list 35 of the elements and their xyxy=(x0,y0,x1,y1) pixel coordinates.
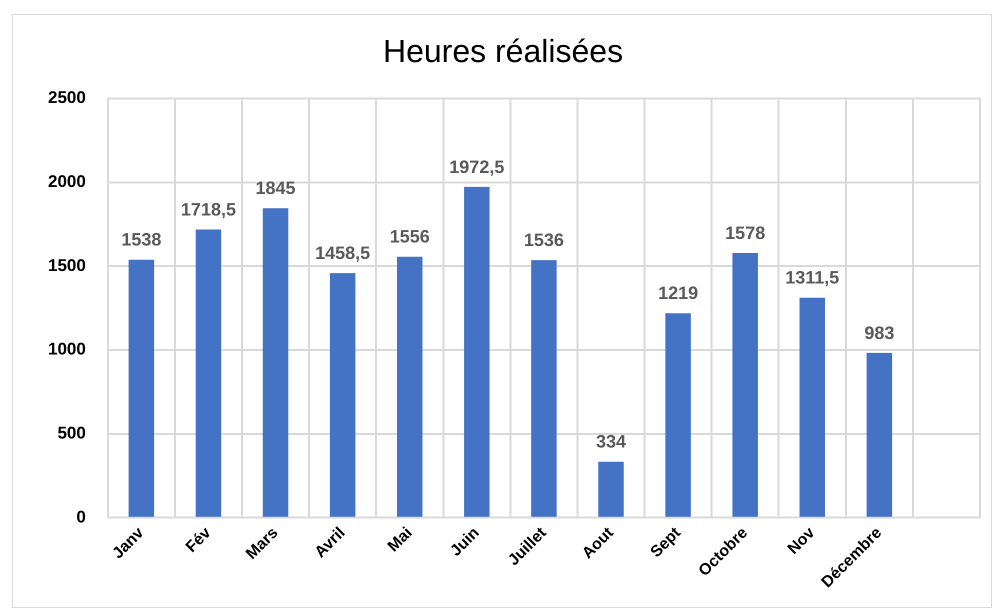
bar xyxy=(598,462,624,517)
data-label: 1458,5 xyxy=(315,243,370,264)
bar xyxy=(196,229,222,517)
y-tick-label: 0 xyxy=(76,507,86,526)
bar xyxy=(866,352,892,517)
bar xyxy=(464,186,490,517)
bar xyxy=(396,256,422,517)
bar xyxy=(800,298,826,517)
x-tick-label: Mai xyxy=(384,524,416,556)
data-label: 1311,5 xyxy=(785,268,840,288)
data-label: 334 xyxy=(596,432,626,452)
x-tick-label: Nov xyxy=(784,524,818,558)
data-label: 1538 xyxy=(121,230,162,250)
data-label: 1536 xyxy=(524,230,564,250)
chart-title: Heures réalisées xyxy=(382,33,624,70)
data-label: 1972,5 xyxy=(449,156,504,177)
y-tick-label: 1000 xyxy=(48,340,86,359)
y-tick-label: 2000 xyxy=(48,172,86,191)
y-tick-label: 500 xyxy=(57,424,86,443)
bar xyxy=(262,208,288,517)
bar xyxy=(732,253,758,517)
data-label: 1219 xyxy=(658,283,698,304)
bar xyxy=(128,260,154,517)
data-label: 1845 xyxy=(256,178,296,198)
data-label: 1578 xyxy=(725,223,766,244)
y-tick-label: 1500 xyxy=(48,256,86,275)
bar xyxy=(665,313,691,517)
bar xyxy=(330,273,356,517)
y-tick-label: 2500 xyxy=(48,88,86,108)
x-tick-label: Fév xyxy=(182,524,214,556)
data-label: 983 xyxy=(864,322,894,343)
bar xyxy=(531,260,557,517)
x-tick-label: Juin xyxy=(447,524,483,560)
data-label: 1556 xyxy=(390,226,430,247)
data-label: 1718,5 xyxy=(180,199,236,220)
